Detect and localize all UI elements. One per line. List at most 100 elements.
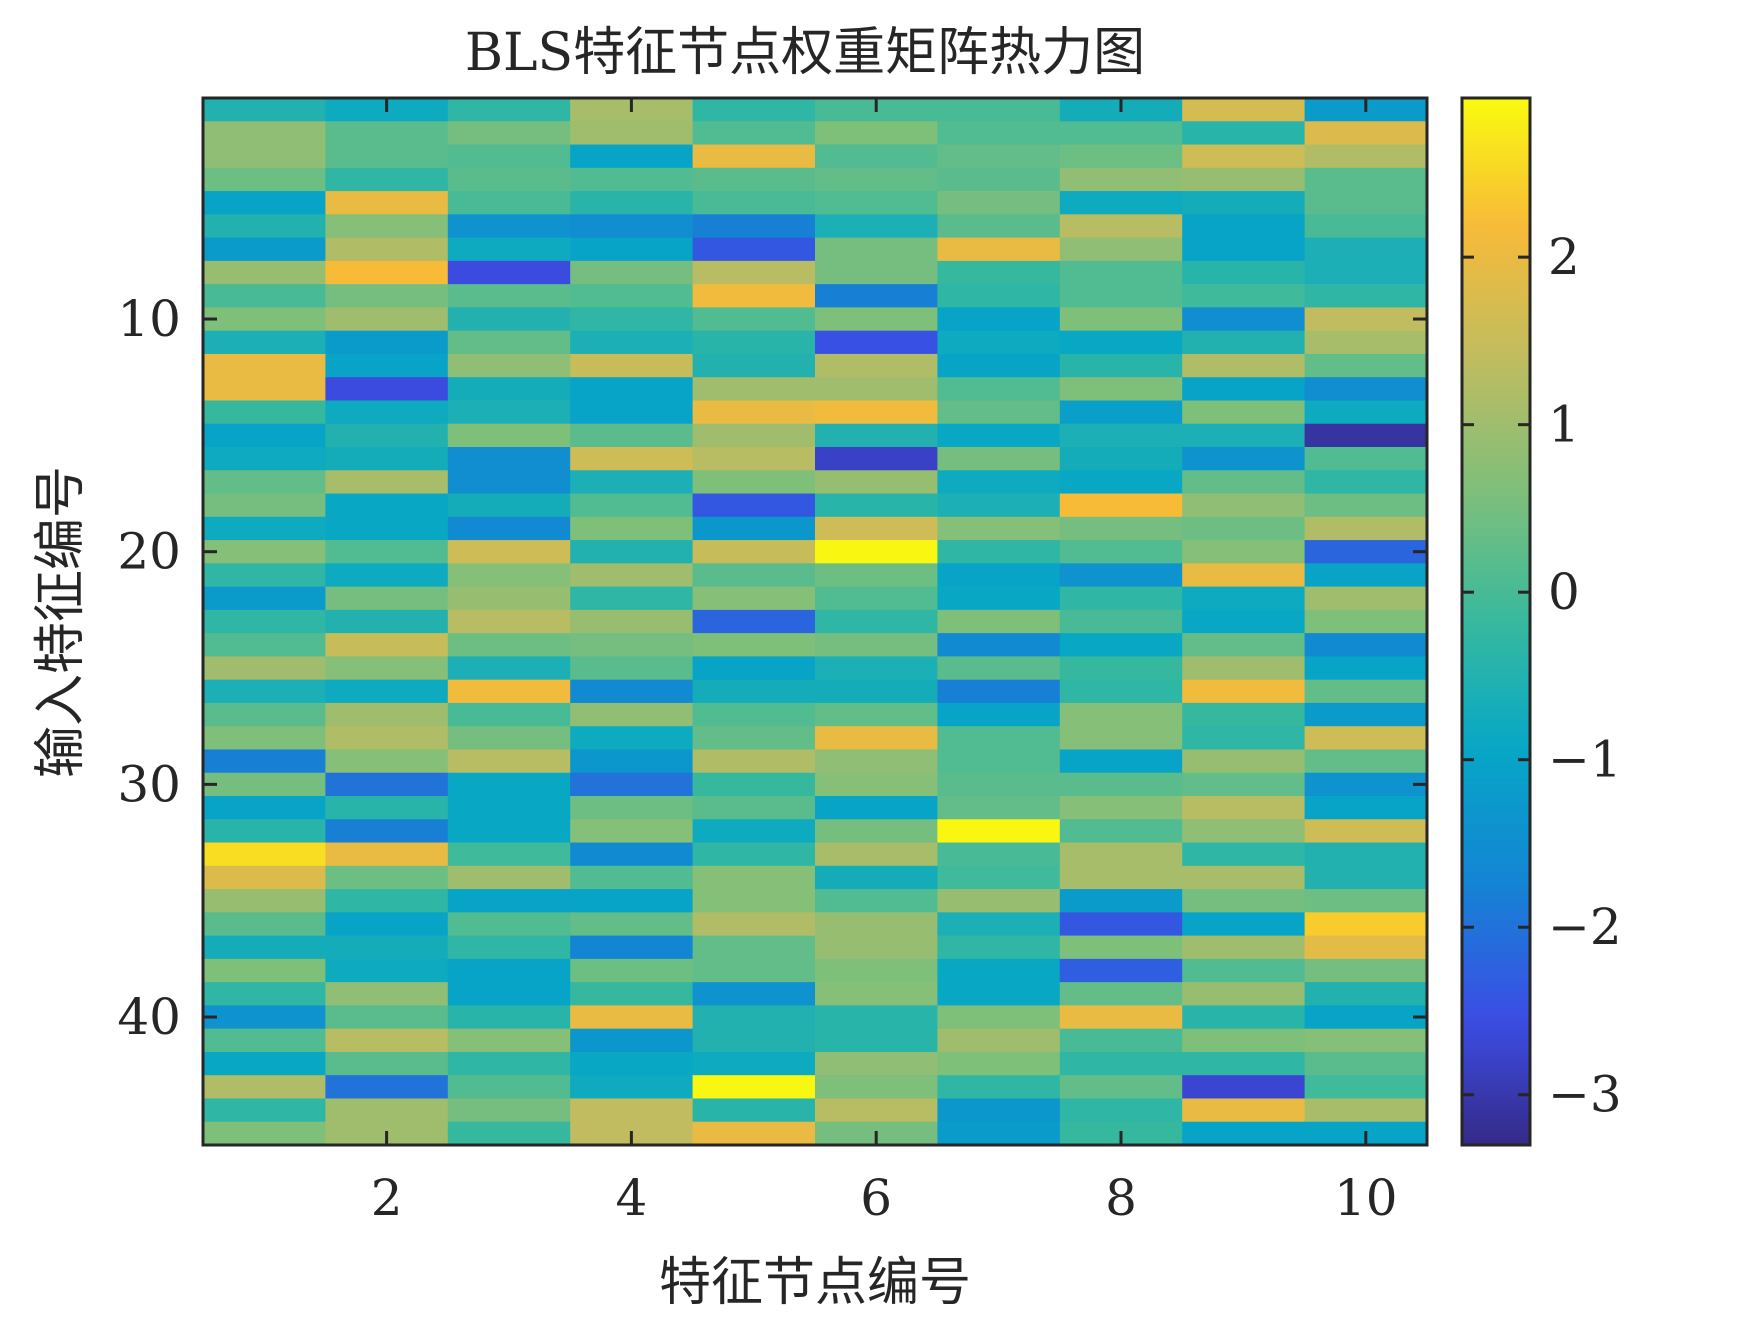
heatmap-cell — [203, 191, 326, 215]
heatmap-cell — [937, 958, 1061, 983]
heatmap-cell — [203, 958, 326, 983]
heatmap-cell — [1059, 586, 1183, 611]
heatmap-cell — [570, 1075, 694, 1100]
heatmap-cell — [1059, 1075, 1183, 1100]
heatmap-cell — [203, 935, 326, 960]
heatmap-cell — [937, 633, 1061, 657]
heatmap-cell — [1182, 609, 1306, 634]
heatmap-cell — [447, 307, 571, 332]
heatmap-cell — [203, 609, 326, 634]
heatmap-cell — [692, 586, 816, 611]
y-axis-ticks: 10 20 30 40 — [117, 290, 1427, 1046]
heatmap-cell — [203, 563, 326, 588]
heatmap-cell — [570, 819, 694, 844]
heatmap-cell — [815, 1005, 938, 1030]
heatmap-cell — [1182, 726, 1306, 751]
heatmap-cell — [937, 819, 1061, 844]
heatmap-cell — [1304, 842, 1428, 867]
heatmap-cell — [325, 772, 449, 797]
heatmap-cell — [447, 447, 571, 471]
heatmap-cell — [692, 167, 816, 192]
heatmap-cell — [1304, 796, 1428, 820]
heatmap-cell — [325, 284, 449, 308]
heatmap-cell — [815, 1051, 938, 1076]
heatmap-cell — [1304, 819, 1428, 844]
heatmap-cell — [1059, 1098, 1183, 1123]
heatmap-cell — [937, 167, 1061, 192]
heatmap-cell — [325, 702, 449, 727]
heatmap-cell — [692, 842, 816, 867]
heatmap-cell — [692, 982, 816, 1006]
heatmap-cell — [937, 423, 1061, 448]
heatmap-cell — [1304, 1028, 1428, 1053]
heatmap-cell — [1304, 493, 1428, 518]
heatmap-cell — [203, 982, 326, 1006]
heatmap-cell — [325, 935, 449, 960]
heatmap-cell — [570, 400, 694, 425]
heatmap-cell — [692, 726, 816, 751]
heatmap-cell — [325, 1051, 449, 1076]
heatmap-cell — [325, 679, 449, 704]
heatmap-cell — [203, 237, 326, 262]
heatmap-cell — [1059, 237, 1183, 262]
heatmap-cell — [815, 144, 938, 169]
heatmap-cell — [325, 749, 449, 774]
heatmap-cell — [1059, 889, 1183, 913]
heatmap-cell — [570, 470, 694, 495]
heatmap-cell — [692, 144, 816, 169]
heatmap-cell — [447, 98, 571, 122]
x-tick-label: 6 — [860, 1169, 892, 1227]
heatmap-cell — [447, 586, 571, 611]
heatmap-cell — [692, 493, 816, 518]
heatmap-cell — [692, 796, 816, 820]
heatmap-cell — [1304, 167, 1428, 192]
heatmap-cell — [937, 1028, 1061, 1053]
heatmap-cell — [570, 982, 694, 1006]
heatmap-cell — [937, 540, 1061, 564]
heatmap-cell — [325, 307, 449, 332]
heatmap-cell — [815, 772, 938, 797]
heatmap-cell — [570, 353, 694, 378]
heatmap-cell — [570, 772, 694, 797]
heatmap-cell — [203, 889, 326, 913]
heatmap-cell — [1304, 679, 1428, 704]
heatmap-cell — [325, 563, 449, 588]
heatmap-cell — [692, 1028, 816, 1053]
heatmap-cell — [570, 889, 694, 913]
heatmap-cell — [1304, 516, 1428, 541]
heatmap-cell — [447, 377, 571, 402]
heatmap-cell — [937, 912, 1061, 937]
colorbar-tick-label: −3 — [1548, 1066, 1622, 1124]
heatmap-cell — [1304, 656, 1428, 681]
heatmap-cell — [937, 586, 1061, 611]
heatmap-cell — [1304, 447, 1428, 471]
heatmap-cell — [1182, 563, 1306, 588]
heatmap-cell — [203, 702, 326, 727]
heatmap-cell — [203, 586, 326, 611]
heatmap-cell — [937, 330, 1061, 355]
heatmap-cell — [815, 493, 938, 518]
heatmap-cell — [937, 726, 1061, 751]
heatmap-cell — [1182, 1121, 1306, 1146]
heatmap-cell — [1182, 702, 1306, 727]
heatmap-cell — [1304, 540, 1428, 564]
heatmap-cell — [447, 167, 571, 192]
heatmap-cell — [325, 400, 449, 425]
heatmap-cell — [203, 1028, 326, 1053]
y-axis-label: 输入特征编号 — [31, 466, 91, 778]
heatmap-cell — [692, 191, 816, 215]
heatmap-cell — [815, 865, 938, 890]
heatmap-cell — [692, 609, 816, 634]
heatmap-cell — [937, 842, 1061, 867]
heatmap-cell — [570, 679, 694, 704]
heatmap-cell — [937, 1075, 1061, 1100]
heatmap-cell — [937, 284, 1061, 308]
heatmap-cell — [325, 912, 449, 937]
heatmap-cell — [203, 1121, 326, 1146]
heatmap-cell — [937, 935, 1061, 960]
heatmap-cell — [1059, 633, 1183, 657]
heatmap-cell — [1059, 865, 1183, 890]
heatmap-cell — [1304, 889, 1428, 913]
heatmap-cell — [1304, 726, 1428, 751]
